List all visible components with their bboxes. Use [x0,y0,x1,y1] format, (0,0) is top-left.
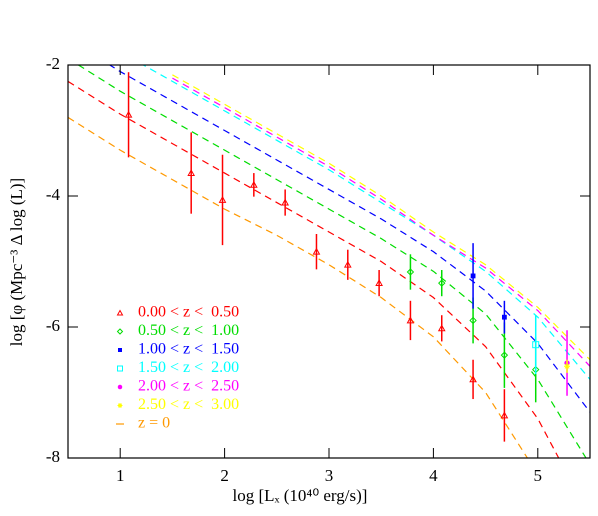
marker [437,324,446,332]
legend-label: 2.50 < z < 3.00 [138,396,239,413]
x-tick-label: 4 [429,466,438,485]
marker [375,279,383,287]
x-tick-label: 3 [325,466,334,485]
x-tick-label: 5 [534,466,543,485]
legend-marker [116,328,124,335]
marker [469,316,477,325]
marker [470,273,476,279]
marker [500,411,509,419]
marker [438,279,446,287]
marker [500,351,509,359]
x-tick-label: 2 [220,466,229,485]
legend-label: 1.00 < z < 1.50 [138,341,239,358]
model-curve [172,74,590,361]
legend-label: z = 0 [138,415,170,432]
marker [312,247,321,255]
legend-label: 2.00 < z < 2.50 [138,378,239,395]
y-axis-label: log [φ (Mpc⁻³ Δ log (L)] [7,178,26,346]
legend-label: 0.00 < z < 0.50 [138,304,239,321]
legend-label: 1.50 < z < 2.00 [138,359,239,376]
legend-marker [118,348,122,352]
model-curve [68,80,560,458]
model-curve [108,65,590,413]
curves [68,65,590,458]
x-axis-label: log [Lₓ (10⁴⁰ erg/s)] [233,486,368,505]
legend-label: 0.50 < z < 1.00 [138,322,239,339]
model-curve [172,77,590,367]
marker [469,375,477,383]
marker [249,180,258,188]
legend-marker [117,365,123,372]
marker [501,314,507,320]
marker [281,198,290,206]
y-tick-label: -4 [46,185,61,204]
marker [218,195,227,203]
legend-marker [117,403,123,408]
marker [124,110,133,118]
model-curve [77,65,587,458]
marker [187,169,196,176]
marker [532,341,540,349]
legend-marker [117,384,123,390]
x-tick-label: 1 [116,466,125,485]
y-tick-label: -6 [46,316,60,335]
model-curve [142,65,590,380]
model-curve [68,116,529,458]
y-tick-label: -8 [46,447,60,466]
legend-marker [116,309,124,316]
y-tick-label: -2 [46,54,60,73]
marker [343,260,352,268]
marker [406,268,415,276]
marker [564,363,571,370]
marker [406,316,415,324]
